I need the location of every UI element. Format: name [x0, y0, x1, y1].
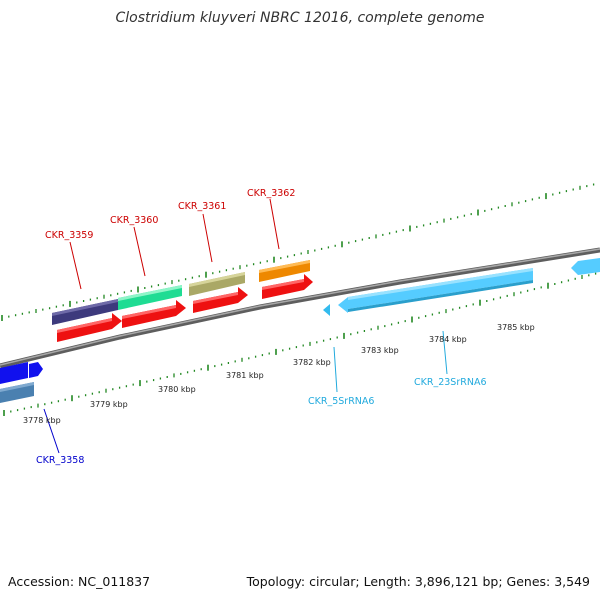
scale-label: 3781 kbp	[226, 371, 264, 380]
feature-block-3361[interactable]	[189, 272, 245, 296]
scale-label: 3782 kbp	[293, 358, 331, 367]
feature-block-3358[interactable]	[0, 382, 34, 403]
gene-label-ckr-3361[interactable]: CKR_3361	[178, 201, 226, 212]
accession-footer: Accession: NC_011837	[8, 574, 150, 589]
gene-label-ckr-3360[interactable]: CKR_3360	[110, 215, 158, 226]
cds-arrow-3358-upper[interactable]	[0, 362, 43, 384]
inner-tick-track	[3, 272, 597, 416]
leader-line-5s	[333, 346, 338, 393]
rrna-arrow-next[interactable]	[571, 258, 600, 275]
rrna-arrow-5s[interactable]	[323, 304, 330, 316]
gene-label-ckr-5srrna6[interactable]: CKR_5SrRNA6	[308, 396, 374, 407]
feature-block-3362[interactable]	[259, 260, 310, 282]
genome-backbone	[0, 247, 600, 369]
feature-block-3360[interactable]	[118, 285, 182, 310]
gene-label-ckr-3358[interactable]: CKR_3358	[36, 455, 84, 466]
cds-arrow-3360[interactable]	[122, 300, 186, 328]
outer-tick-track	[1, 183, 595, 321]
leader-line-3362	[269, 198, 280, 250]
scale-label: 3784 kbp	[429, 335, 467, 344]
scale-label: 3779 kbp	[90, 400, 128, 409]
gene-label-ckr-3362[interactable]: CKR_3362	[247, 188, 295, 199]
feature-block-3359[interactable]	[52, 299, 118, 325]
cds-arrow-3362[interactable]	[262, 274, 313, 299]
accession-label: Accession:	[8, 574, 75, 589]
cds-arrow-3361[interactable]	[193, 287, 248, 313]
scale-label: 3780 kbp	[158, 385, 196, 394]
scale-label: 3778 kbp	[23, 416, 61, 425]
genome-backbone-highlight	[0, 248, 600, 366]
leader-line-23s	[442, 330, 448, 375]
scale-label: 3785 kbp	[497, 323, 535, 332]
accession-value: NC_011837	[78, 574, 151, 589]
gene-label-ckr-23srrna6[interactable]: CKR_23SrRNA6	[414, 377, 487, 388]
scale-label: 3783 kbp	[361, 346, 399, 355]
leader-line-3358	[43, 408, 60, 454]
rrna-arrow-23s[interactable]	[338, 268, 533, 313]
genome-summary-footer: Topology: circular; Length: 3,896,121 bp…	[246, 574, 590, 589]
gene-label-ckr-3359[interactable]: CKR_3359	[45, 230, 93, 241]
cds-arrow-3359[interactable]	[57, 313, 122, 342]
map-title: Clostridium kluyveri NBRC 12016, complet…	[115, 10, 485, 26]
leader-line-3359	[69, 241, 82, 290]
leader-line-3360	[133, 226, 146, 277]
leader-line-3361	[202, 213, 213, 263]
